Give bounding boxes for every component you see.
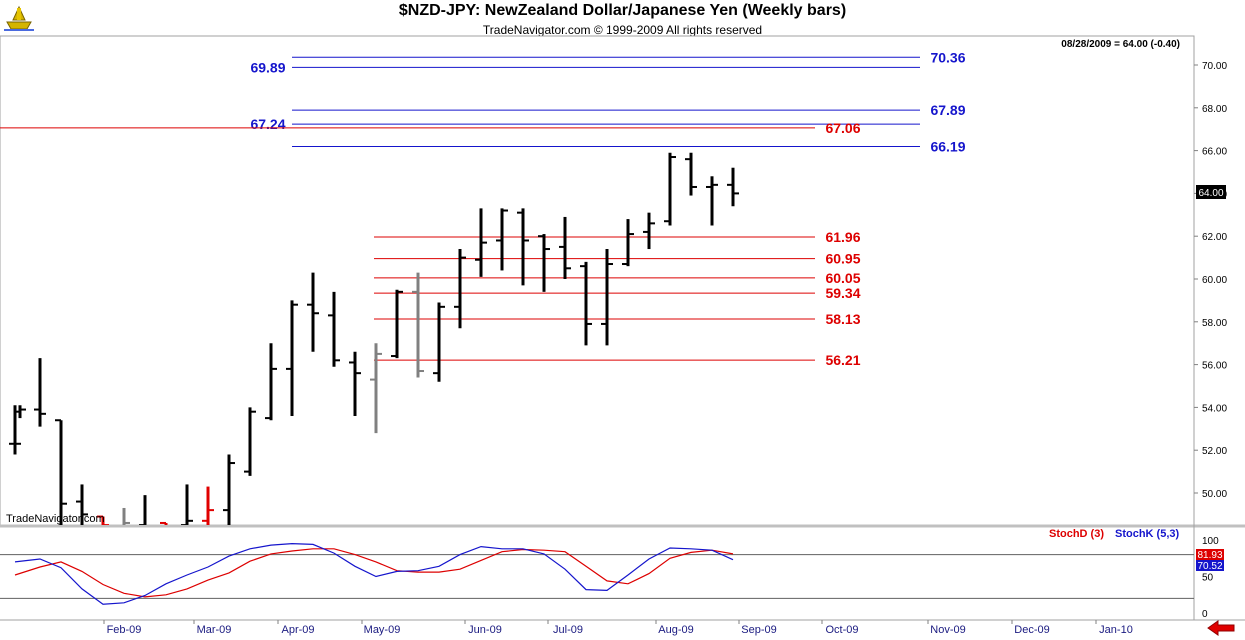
ohlc-bar [370, 343, 382, 434]
y-tick-label: 52.00 [1202, 446, 1227, 457]
ship-wheel-logo-icon[interactable] [4, 4, 34, 32]
level-label: 61.96 [825, 229, 860, 245]
level-label: 67.24 [250, 116, 285, 132]
ohlc-bar [122, 507, 130, 525]
oscillator-tick-label: 50 [1202, 573, 1214, 584]
x-tick-label: Apr-09 [281, 624, 314, 636]
y-tick-label: 50.00 [1202, 489, 1227, 500]
ohlc-bar [517, 208, 529, 286]
ohlc-bar [538, 234, 550, 292]
ohlc-bar [559, 216, 571, 279]
watermark: TradeNavigator.com [6, 513, 105, 525]
ohlc-bar [727, 167, 739, 207]
ohlc-bar [643, 212, 655, 250]
ohlc-bar [55, 419, 67, 525]
level-label: 67.06 [825, 120, 860, 136]
ohlc-bar [706, 176, 718, 226]
x-tick-label: Dec-09 [1014, 624, 1049, 636]
y-tick-label: 70.00 [1202, 61, 1227, 72]
level-label: 66.19 [930, 139, 965, 155]
ohlc-bar [34, 358, 46, 427]
ohlc-bar [580, 261, 592, 346]
scroll-left-arrow-icon[interactable] [1206, 620, 1236, 636]
y-tick-label: 62.00 [1202, 232, 1227, 243]
y-tick-label: 66.00 [1202, 147, 1227, 158]
ohlc-bar [307, 272, 319, 352]
ohlc-bar [139, 495, 147, 525]
level-label: 60.95 [825, 251, 860, 267]
ohlc-bar [202, 486, 214, 525]
ohlc-bar [685, 152, 697, 196]
level-label: 56.21 [825, 352, 860, 368]
ohlc-bar [454, 249, 466, 329]
ohlc-bar [601, 249, 613, 346]
ohlc-bar [349, 351, 361, 416]
x-tick-label: Feb-09 [107, 624, 142, 636]
x-tick-label: May-09 [364, 624, 401, 636]
x-tick-label: Jan-10 [1099, 624, 1133, 636]
x-tick-label: Jul-09 [553, 624, 583, 636]
last-price-label: 64.00 [1198, 188, 1223, 199]
ohlc-bar [328, 291, 340, 367]
ohlc-bar [433, 302, 445, 382]
stochk-line [14, 542, 734, 605]
level-label: 59.34 [825, 285, 860, 301]
stochd-value: 81.93 [1197, 550, 1222, 561]
ohlc-bar [475, 208, 487, 277]
copyright-subtitle: TradeNavigator.com © 1999-2009 All right… [482, 23, 763, 37]
level-label: 60.05 [825, 270, 860, 286]
x-tick-label: Mar-09 [197, 624, 232, 636]
stochk-legend: StochK (5,3) [1115, 528, 1180, 540]
stochk-value: 70.52 [1197, 561, 1222, 572]
ohlc-bar [286, 300, 298, 416]
x-tick-label: Oct-09 [825, 624, 858, 636]
ohlc-bar [181, 484, 193, 525]
ohlc-bar [265, 343, 277, 421]
ohlc-bar [9, 405, 21, 455]
x-tick-label: Jun-09 [468, 624, 502, 636]
stochk-value-box [1196, 560, 1224, 571]
y-tick-label: 58.00 [1202, 318, 1227, 329]
ohlc-bar [391, 289, 403, 359]
last-price-box [1196, 185, 1226, 199]
x-tick-label: Nov-09 [930, 624, 965, 636]
level-label: 58.13 [825, 311, 860, 327]
stochd-line [14, 548, 734, 598]
last-price-readout: 08/28/2009 = 64.00 (-0.40) [1061, 39, 1180, 50]
ohlc-bar [412, 272, 424, 378]
ohlc-bar [244, 407, 256, 476]
stochd-legend: StochD (3) [1049, 528, 1104, 540]
level-label: 69.89 [250, 59, 285, 75]
chart-title: $NZD-JPY: NewZealand Dollar/Japanese Yen… [398, 2, 847, 19]
x-tick-label: Sep-09 [741, 624, 776, 636]
oscillator-tick-label: 0 [1202, 609, 1208, 620]
ohlc-bar [97, 515, 109, 525]
y-tick-label: 60.00 [1202, 275, 1227, 286]
x-tick-label: Aug-09 [658, 624, 693, 636]
y-tick-label: 56.00 [1202, 361, 1227, 372]
stochd-value-box [1196, 549, 1224, 560]
y-tick-label: 54.00 [1202, 403, 1227, 414]
ohlc-bar [160, 521, 168, 525]
ohlc-bar [76, 484, 88, 525]
ohlc-bar [14, 405, 26, 419]
oscillator-tick-label: 100 [1202, 536, 1219, 547]
level-label: 67.89 [930, 102, 965, 118]
ohlc-bar [622, 219, 634, 267]
level-label: 70.36 [930, 49, 965, 65]
ohlc-bar [664, 152, 676, 226]
ohlc-bar [223, 454, 235, 525]
ohlc-bar [496, 208, 508, 271]
y-tick-label: 68.00 [1202, 104, 1227, 115]
